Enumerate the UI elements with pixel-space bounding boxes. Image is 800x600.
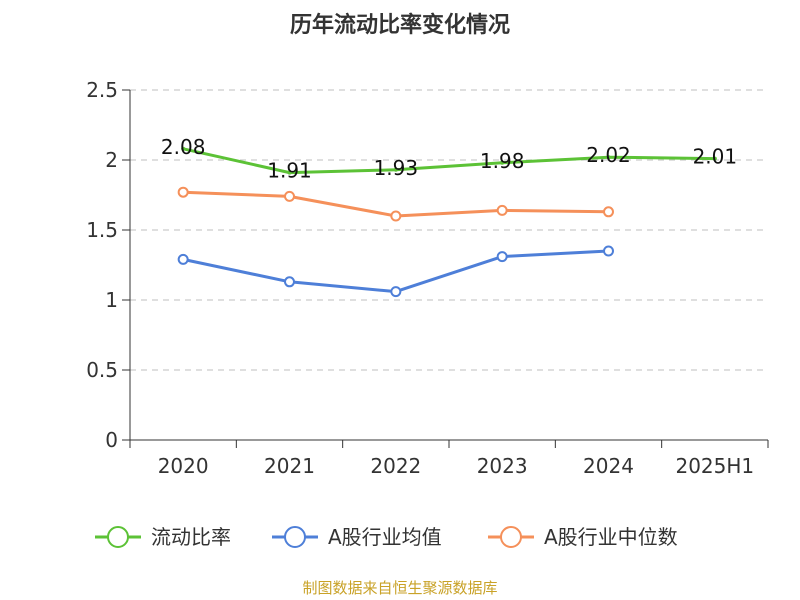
data-label: 2.01 bbox=[693, 145, 738, 169]
y-tick-label: 0.5 bbox=[86, 358, 118, 382]
axes bbox=[122, 89, 769, 448]
data-point[interactable] bbox=[496, 251, 508, 263]
legend-marker bbox=[284, 526, 306, 548]
legend-label: A股行业均值 bbox=[328, 525, 442, 549]
data-point[interactable] bbox=[712, 156, 717, 161]
x-tick-label: 2025H1 bbox=[675, 454, 754, 478]
data-label: 1.91 bbox=[267, 159, 312, 183]
legend-item-1[interactable]: A股行业均值 bbox=[272, 525, 442, 549]
data-label: 1.98 bbox=[480, 149, 525, 173]
source-note: 制图数据来自恒生聚源数据库 bbox=[302, 579, 497, 597]
legend-label: A股行业中位数 bbox=[544, 525, 678, 549]
data-point[interactable] bbox=[287, 170, 292, 175]
legend-label: 流动比率 bbox=[151, 525, 231, 549]
data-labels: 2.08 1.91 1.93 1.98 2.02 2.01 bbox=[161, 135, 737, 183]
data-point[interactable] bbox=[390, 210, 402, 222]
y-tick-label: 0 bbox=[105, 428, 118, 452]
chart-title: 历年流动比率变化情况 bbox=[290, 12, 510, 38]
x-tick-label: 2021 bbox=[264, 454, 315, 478]
y-tick-label: 2 bbox=[105, 148, 118, 172]
y-tick-label: 1 bbox=[105, 288, 118, 312]
x-tick-label: 2023 bbox=[477, 454, 528, 478]
x-tick-label: 2024 bbox=[583, 454, 634, 478]
legend-marker bbox=[107, 526, 129, 548]
data-point[interactable] bbox=[603, 206, 614, 218]
series-line-1 bbox=[182, 249, 609, 294]
x-tick-label: 2020 bbox=[158, 454, 209, 478]
data-point[interactable] bbox=[390, 286, 402, 298]
series-lines bbox=[177, 146, 717, 298]
data-point[interactable] bbox=[496, 204, 508, 216]
x-tick-label: 2022 bbox=[370, 454, 421, 478]
data-point[interactable] bbox=[500, 160, 505, 165]
data-point[interactable] bbox=[284, 190, 295, 202]
data-point[interactable] bbox=[177, 186, 189, 198]
data-point[interactable] bbox=[284, 276, 295, 288]
data-label: 1.93 bbox=[374, 156, 419, 180]
data-point[interactable] bbox=[603, 245, 614, 257]
legend-marker bbox=[500, 526, 522, 548]
series-line-0 bbox=[182, 147, 715, 175]
tick-labels: 0 0.5 1 1.5 2 2.5 2020 2021 2022 2023 2024 2025H1 bbox=[86, 78, 754, 478]
y-tick-label: 1.5 bbox=[86, 218, 118, 242]
legend-item-2[interactable]: A股行业中位数 bbox=[488, 525, 678, 549]
data-point[interactable] bbox=[181, 146, 186, 151]
data-point[interactable] bbox=[606, 155, 611, 160]
grid-lines bbox=[130, 89, 768, 371]
data-point[interactable] bbox=[393, 167, 398, 172]
legend: 流动比率 A股行业均值 A股行业中位数 bbox=[95, 525, 678, 549]
legend-item-0[interactable]: 流动比率 bbox=[95, 525, 231, 549]
data-label: 2.02 bbox=[586, 143, 631, 167]
data-point[interactable] bbox=[177, 253, 189, 265]
y-tick-label: 2.5 bbox=[86, 78, 118, 102]
data-label: 2.08 bbox=[161, 135, 206, 159]
